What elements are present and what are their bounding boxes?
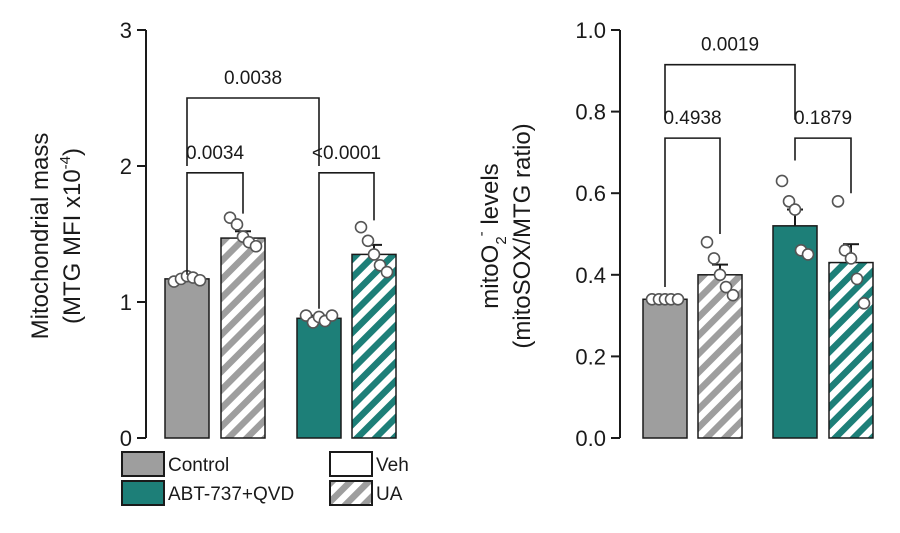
legend-label-ua: UA bbox=[376, 484, 403, 505]
data-point bbox=[831, 195, 845, 208]
y-tick-label: 3 bbox=[120, 18, 132, 43]
right-comparisons: 0.4938 0.1879 0.0019 bbox=[663, 35, 852, 288]
y-tick-label: 0.8 bbox=[575, 100, 606, 125]
data-point bbox=[857, 297, 871, 310]
legend-swatch-abt bbox=[121, 480, 165, 506]
bar-control-veh bbox=[164, 278, 210, 439]
right-axes: 0.0 0.2 0.4 0.6 0.8 1.0 bbox=[575, 18, 621, 451]
p-value-label: 0.0019 bbox=[701, 35, 759, 56]
p-value-label: 0.4938 bbox=[663, 108, 721, 129]
y-tick-label: 0.2 bbox=[575, 344, 606, 369]
data-point bbox=[361, 234, 375, 248]
p-value-label: 0.1879 bbox=[794, 108, 852, 129]
p-value-label: <0.0001 bbox=[312, 143, 381, 164]
data-point bbox=[782, 195, 796, 208]
p-value-label: 0.0034 bbox=[186, 143, 245, 164]
bar-abt-veh bbox=[772, 225, 818, 439]
bar-control-ua bbox=[220, 237, 266, 439]
chart-mitochondrial-mass: Mitochondrial mass (MTG MFI x10-4) 0123 … bbox=[27, 18, 397, 451]
data-point bbox=[354, 220, 368, 234]
y-tick-label: 0.6 bbox=[575, 181, 606, 206]
data-point bbox=[380, 265, 394, 279]
legend: Control ABT-737+QVD Veh UA bbox=[121, 451, 409, 506]
left-axes: 0 1 2 3 bbox=[120, 18, 147, 451]
data-point bbox=[230, 218, 244, 231]
data-point bbox=[719, 280, 733, 294]
y-tick-label: 0.4 bbox=[575, 263, 606, 288]
comparison-bracket bbox=[186, 97, 320, 166]
y-axis-label-line1: Mitochondrial mass bbox=[27, 133, 54, 340]
bar-abt-ua bbox=[351, 253, 397, 439]
y-axis-label-line2: (mitoSOX/MTG ratio) bbox=[509, 123, 536, 348]
data-point bbox=[707, 252, 721, 265]
y-axis-label-line1: mitoO2- levels bbox=[473, 163, 510, 308]
legend-swatch-ua bbox=[329, 480, 373, 506]
y-tick-label: 1 bbox=[120, 290, 132, 315]
right-bars bbox=[642, 174, 874, 439]
data-point bbox=[801, 248, 815, 261]
data-point bbox=[367, 248, 381, 261]
chart-mito-superoxide: mitoO2- levels (mitoSOX/MTG ratio) 0.00.… bbox=[473, 18, 874, 451]
data-point bbox=[700, 235, 714, 249]
data-point bbox=[193, 273, 207, 287]
comparison-bracket bbox=[186, 172, 244, 275]
left-bars bbox=[164, 211, 397, 439]
data-point bbox=[775, 174, 789, 188]
comparison-bracket bbox=[794, 137, 852, 194]
bar-abt-ua bbox=[828, 261, 874, 439]
data-point bbox=[325, 309, 339, 322]
data-point bbox=[713, 268, 727, 282]
data-point bbox=[838, 244, 852, 257]
bar-control-veh bbox=[642, 298, 688, 439]
left-comparisons: 0.0034 <0.0001 0.0038 bbox=[186, 68, 381, 309]
data-point bbox=[671, 292, 685, 306]
y-tick-label: 2 bbox=[120, 154, 132, 179]
legend-label-abt: ABT-737+QVD bbox=[168, 484, 294, 505]
p-value-label: 0.0038 bbox=[224, 68, 282, 89]
data-point bbox=[726, 288, 740, 302]
y-tick-label: 0.0 bbox=[575, 426, 606, 451]
legend-label-veh: Veh bbox=[376, 455, 409, 476]
bar-abt-veh bbox=[296, 317, 342, 439]
comparison-bracket bbox=[664, 137, 721, 288]
y-tick-label: 1.0 bbox=[575, 18, 606, 43]
comparison-bracket bbox=[318, 172, 375, 309]
y-tick-label: 0 bbox=[120, 426, 132, 451]
data-point bbox=[249, 239, 263, 253]
legend-swatch-veh bbox=[329, 451, 373, 477]
bar-control-ua bbox=[697, 274, 743, 439]
data-point bbox=[850, 272, 864, 286]
data-point bbox=[844, 252, 858, 265]
y-axis-label-line2: (MTG MFI x10-4) bbox=[57, 148, 86, 324]
legend-swatch-control bbox=[121, 451, 165, 477]
legend-label-control: Control bbox=[168, 455, 229, 476]
comparison-bracket bbox=[664, 63, 796, 120]
data-point bbox=[788, 203, 802, 216]
